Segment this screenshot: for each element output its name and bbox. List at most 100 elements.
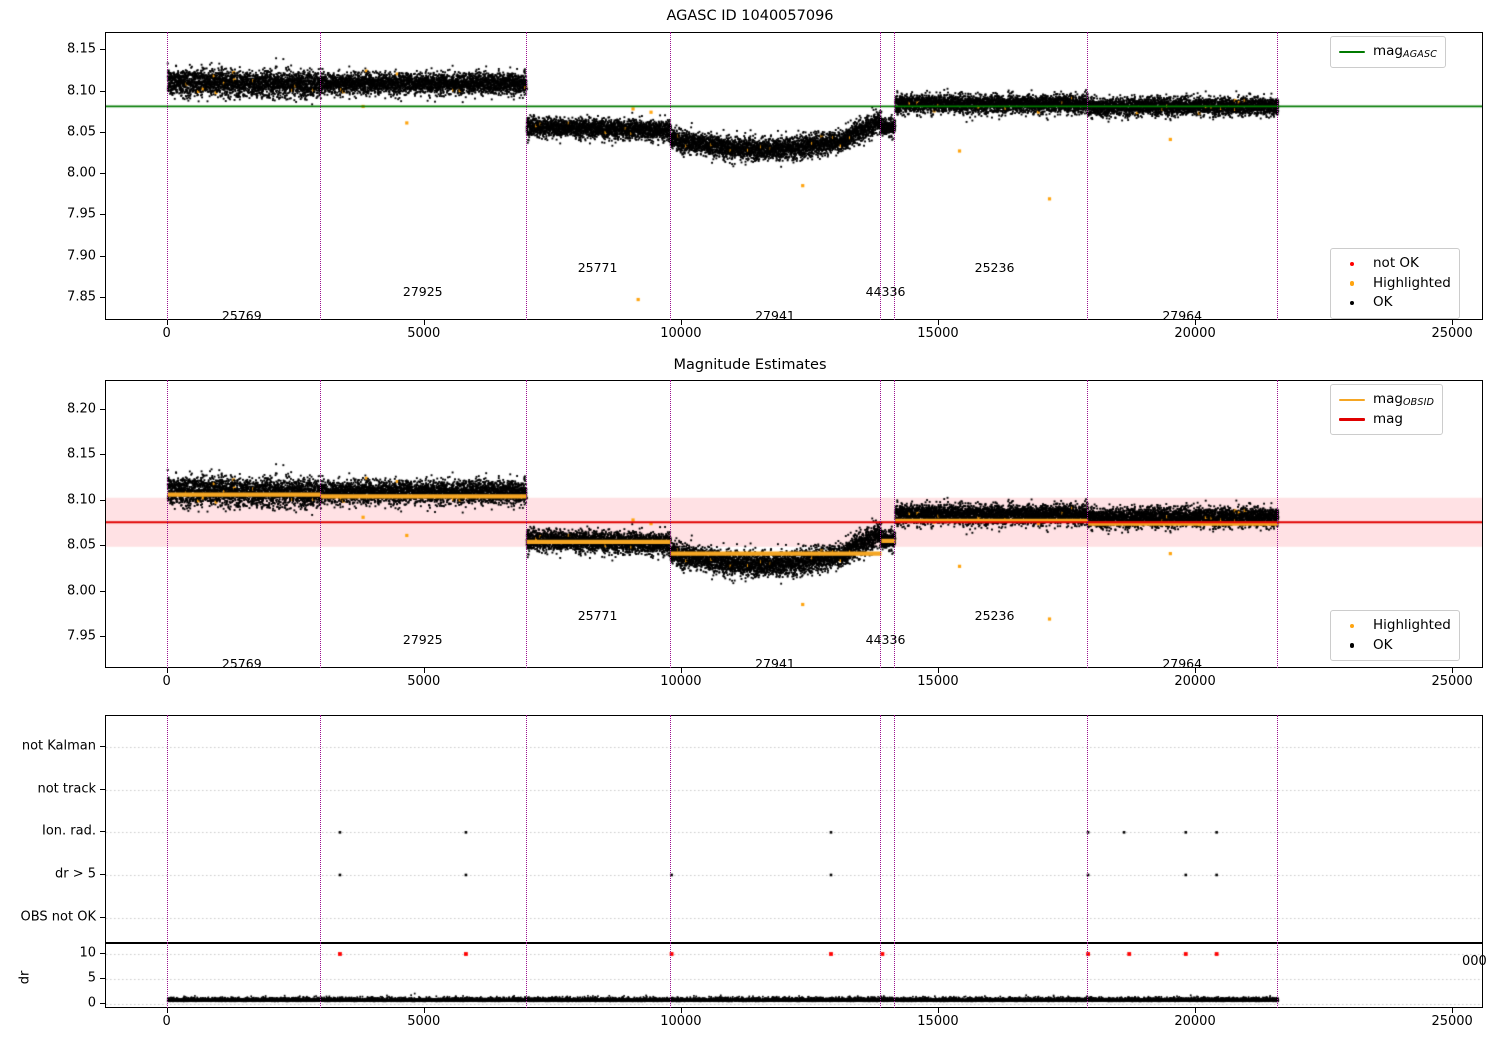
line-swatch-icon	[1339, 50, 1365, 54]
dr-axis-label: dr	[17, 970, 33, 985]
x-tick-label: 15000	[917, 1014, 959, 1029]
obsid-divider-line	[894, 32, 896, 320]
obsid-label: 44336	[865, 284, 906, 299]
dr-tick-label: 5	[87, 970, 96, 986]
flag-tick-mark	[100, 831, 105, 833]
legend-point-classes-1[interactable]: not OK Highlighted OK	[1330, 248, 1460, 319]
panel2-title: Magnitude Estimates	[673, 357, 827, 373]
axes-dr	[105, 943, 1483, 1008]
obsid-label: 27964	[1162, 308, 1203, 323]
obsid-divider-line	[1087, 32, 1089, 320]
obsid-label: 44336	[865, 632, 906, 647]
x-tick-mark	[166, 1008, 168, 1013]
y-tick-label: 8.10	[67, 83, 96, 99]
legend-label-ok: OK	[1373, 294, 1393, 311]
x-tick-mark	[166, 320, 168, 325]
x-tick-label: 20000	[1174, 674, 1216, 689]
obsid-label: 25236	[974, 608, 1015, 623]
y-tick-label: 8.00	[67, 583, 96, 599]
y-tick-mark	[100, 545, 105, 547]
x-tick-label: 5000	[407, 326, 441, 341]
flag-tick-mark	[100, 746, 105, 748]
flags-canvas	[106, 716, 1482, 942]
line-swatch-icon	[1339, 398, 1365, 402]
dot-swatch-icon	[1339, 623, 1365, 629]
obsid-divider-line	[1087, 715, 1089, 943]
obsid-label: 27925	[402, 632, 443, 647]
x-tick-label: 25000	[1431, 1014, 1473, 1029]
legend-label-highlighted: Highlighted	[1373, 274, 1451, 291]
legend-entry-not-ok: not OK	[1339, 254, 1451, 274]
obsid-divider-line	[669, 32, 671, 320]
dr-canvas	[106, 944, 1482, 1007]
x-tick-mark	[1195, 668, 1197, 673]
panel-magnitudes: AGASC ID 1040057096 0 5000 10000 15000 20000…	[0, 0, 1500, 345]
axes-flags	[105, 715, 1483, 943]
obsid-divider-line	[319, 32, 321, 320]
obsid-divider-line	[1277, 715, 1279, 943]
obsid-divider-line	[319, 715, 321, 943]
legend-mag-agasc[interactable]: magAGASC	[1330, 36, 1447, 68]
x-tick-mark	[680, 668, 682, 673]
x-tick-label: 10000	[660, 674, 702, 689]
x-tick-label: 25000	[1431, 326, 1473, 341]
y-tick-label: 8.20	[67, 401, 96, 417]
y-tick-label: 7.95	[67, 206, 96, 222]
x-tick-label: 0	[162, 674, 171, 689]
obsid-divider-line	[894, 380, 896, 668]
flag-tick-mark	[100, 873, 105, 875]
x-tick-mark	[937, 320, 939, 325]
obsid-divider-line	[894, 715, 896, 943]
x-tick-label: 10000	[660, 1014, 702, 1029]
flag-row-label: OBS not OK	[20, 909, 97, 925]
legend-label-highlighted: Highlighted	[1373, 617, 1451, 633]
obsid-divider-line	[1277, 380, 1279, 668]
y-tick-label: 8.00	[67, 165, 96, 181]
axes-magnitudes	[105, 32, 1483, 320]
obsid-label: 25771	[577, 260, 618, 275]
y-tick-mark	[100, 255, 105, 257]
y-tick-mark	[100, 49, 105, 51]
y-tick-label: 8.10	[67, 492, 96, 508]
obsid-divider-line	[319, 380, 321, 668]
x-tick-label: 0	[162, 326, 171, 341]
legend-point-classes-2[interactable]: Highlighted OK	[1330, 610, 1460, 662]
clipped-tick-label: 000	[1462, 954, 1487, 969]
legend-entry-mag-agasc: magAGASC	[1339, 42, 1437, 62]
obsid-label: 27964	[1162, 656, 1203, 671]
obsid-label: 27941	[755, 656, 795, 671]
legend-mag-lines[interactable]: magOBSID mag	[1330, 384, 1444, 436]
flag-row-label: not Kalman	[21, 738, 96, 754]
x-tick-label: 5000	[407, 674, 441, 689]
y-tick-label: 8.05	[67, 537, 96, 553]
y-tick-label: 8.05	[67, 124, 96, 140]
x-tick-mark	[423, 668, 425, 673]
obsid-label: 27925	[402, 284, 443, 299]
legend-label-ok: OK	[1373, 636, 1393, 653]
x-tick-mark	[1195, 320, 1197, 325]
flag-tick-mark	[100, 916, 105, 918]
x-tick-label: 15000	[917, 326, 959, 341]
y-tick-label: 8.15	[67, 446, 96, 462]
flag-row-label: Ion. rad.	[42, 823, 96, 839]
obsid-divider-line	[1087, 943, 1089, 1008]
y-tick-mark	[100, 499, 105, 501]
dr-tick-mark	[100, 953, 105, 954]
obsid-label: 25769	[221, 656, 262, 671]
dr-tick-mark	[100, 1003, 105, 1004]
flag-tick-mark	[100, 788, 105, 790]
obsid-divider-line	[880, 715, 882, 943]
obsid-divider-line	[880, 32, 882, 320]
x-tick-mark	[423, 320, 425, 325]
obsid-divider-line	[894, 943, 896, 1008]
legend-label-mag: mag	[1373, 410, 1403, 427]
dot-swatch-icon	[1339, 300, 1365, 306]
x-tick-label: 5000	[407, 1014, 441, 1029]
obsid-divider-line	[319, 943, 321, 1008]
x-tick-label: 10000	[660, 326, 702, 341]
dot-swatch-icon	[1339, 281, 1365, 286]
obsid-divider-line	[166, 943, 168, 1008]
legend-label-mag-agasc: magAGASC	[1373, 43, 1438, 61]
x-tick-mark	[423, 1008, 425, 1013]
